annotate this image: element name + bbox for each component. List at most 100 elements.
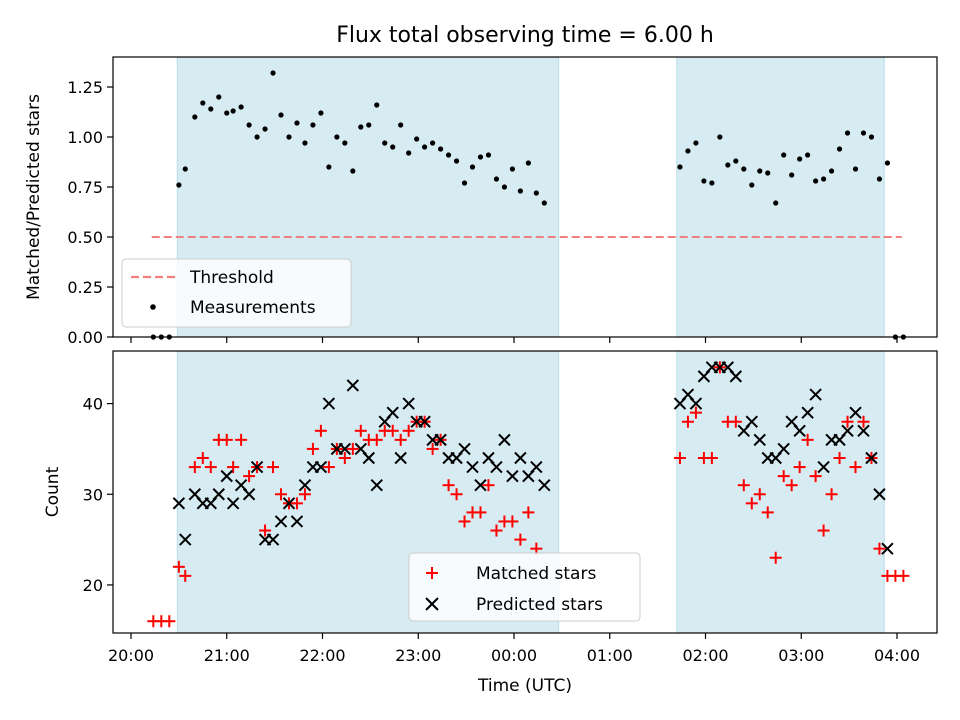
measurement-point (685, 148, 691, 154)
x-axis-label: Time (UTC) (477, 676, 572, 696)
bottom-axes-frame (112, 350, 938, 634)
matched-star-marker (306, 442, 319, 455)
measurement-point (406, 150, 412, 156)
predicted-star-marker (250, 460, 264, 474)
measurement-point (485, 152, 492, 158)
matched-star-marker (458, 515, 471, 528)
measurement-point (208, 106, 214, 112)
measurement-point (200, 100, 206, 106)
bottom-y-ticks: 20 30 40 (83, 395, 113, 595)
predicted-star-marker (490, 460, 503, 474)
predicted-star-marker (418, 415, 431, 428)
matched-star-marker (729, 415, 742, 428)
predicted-star-marker (274, 515, 288, 528)
shaded-interval-2 (676, 350, 885, 634)
matched-star-marker (243, 470, 256, 483)
predicted-star-marker (689, 397, 703, 410)
top-y-axis-label: Matched/Predicted stars (24, 94, 44, 300)
top-legend-box (121, 258, 352, 328)
predicted-star-marker (729, 370, 743, 383)
y-tick-label: 0.00 (67, 328, 103, 347)
matched-star-marker (172, 560, 185, 573)
predicted-star-marker (801, 406, 814, 419)
matched-star-marker (338, 451, 351, 464)
predicted-star-marker (282, 497, 296, 510)
legend-threshold-label: Threshold (189, 268, 274, 288)
matched-star-marker (506, 515, 519, 528)
matched-star-marker (354, 424, 367, 437)
matched-star-marker (163, 615, 176, 628)
measurement-point (358, 124, 364, 130)
predicted-star-marker (817, 460, 830, 474)
x-tick-label: 00:00 (491, 646, 537, 665)
matched-star-marker (705, 451, 718, 464)
bottom-x-ticks: 20:00 21:00 22:00 23:00 00:00 01:00 02:00 03:00… (108, 633, 920, 665)
measurement-point (350, 168, 356, 174)
matched-star-marker (777, 470, 790, 483)
measurement-point (749, 182, 755, 188)
measurement-point (781, 152, 787, 158)
legend-measurements-swatch (150, 304, 156, 310)
matched-star-marker (817, 524, 830, 537)
measurement-point (326, 164, 332, 170)
predicted-star-marker (498, 433, 511, 447)
predicted-star-marker (370, 478, 383, 492)
measurement-point (797, 156, 803, 162)
predicted-star-marker (338, 442, 352, 456)
predicted-star-marker (506, 469, 519, 483)
predicted-star-marker (777, 442, 790, 456)
matched-star-marker (188, 461, 201, 474)
predicted-star-marker (172, 497, 186, 510)
matched-star-marker (204, 461, 217, 474)
matched-star-marker (196, 451, 209, 464)
measurement-point (310, 122, 316, 128)
matched-star-marker (490, 524, 503, 537)
predicted-star-marker (857, 424, 870, 438)
y-tick-label: 0.25 (67, 278, 103, 297)
matched-star-marker (522, 506, 535, 519)
predicted-star-marker (873, 488, 886, 501)
predicted-star-marker (530, 460, 543, 474)
top-y-ticks: 0.00 0.25 0.50 0.75 1.00 1.25 (67, 78, 113, 347)
predicted-star-marker (745, 415, 758, 428)
measurement-point (238, 104, 244, 110)
matched-star-marker (801, 433, 814, 446)
predicted-star-marker (514, 451, 527, 465)
matched-star-marker (681, 415, 694, 428)
measurement-point (733, 158, 739, 164)
measurement-point (342, 140, 348, 146)
measurement-point (717, 134, 723, 140)
matched-star-marker (753, 488, 766, 501)
matched-star-marker (689, 406, 702, 419)
predicted-star-marker (849, 406, 862, 419)
x-tick-label: 22:00 (299, 646, 345, 665)
x-tick-label: 20:00 (108, 646, 154, 665)
measurement-point (876, 176, 883, 182)
matched-star-marker (841, 415, 854, 428)
measurement-point (445, 152, 452, 158)
measurement-point (176, 182, 182, 188)
measurement-point (286, 134, 292, 140)
x-tick-label: 03:00 (778, 646, 824, 665)
measurement-point (390, 144, 396, 150)
matched-star-marker (809, 470, 822, 483)
measurement-point (302, 140, 308, 146)
measurement-point (860, 130, 867, 136)
measurement-point (525, 160, 531, 166)
measurement-point (366, 122, 372, 128)
matched-star-marker (346, 442, 359, 455)
measurement-point (701, 178, 707, 184)
matched-star-marker (402, 424, 415, 437)
matched-star-marker (833, 451, 846, 464)
legend-matched-label: Matched stars (476, 564, 596, 584)
matched-star-marker (370, 433, 383, 446)
measurement-point (844, 130, 851, 136)
measurement-point (765, 170, 771, 176)
predicted-star-marker (290, 515, 304, 528)
measurement-point (262, 126, 268, 132)
matched-star-marker (857, 415, 870, 428)
shaded-interval-2 (676, 56, 885, 338)
matched-star-marker (259, 524, 272, 537)
measurement-point (192, 114, 198, 120)
matched-star-marker (220, 433, 233, 446)
